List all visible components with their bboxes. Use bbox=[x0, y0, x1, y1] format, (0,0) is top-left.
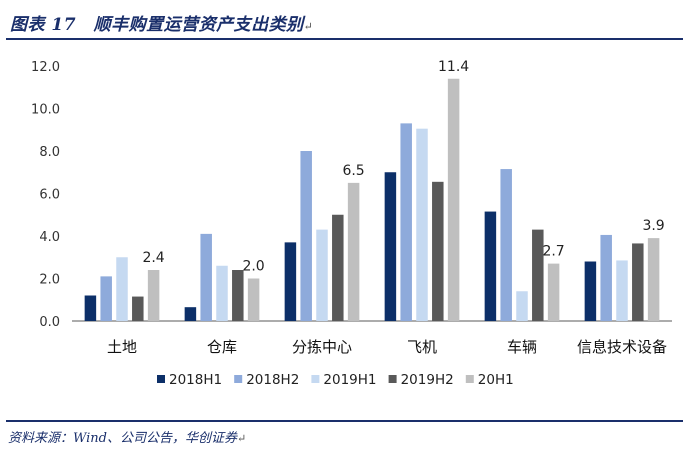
y-tick-label: 8.0 bbox=[39, 145, 60, 160]
bar-20h1-5 bbox=[647, 238, 660, 321]
x-tick-label: 飞机 bbox=[407, 338, 437, 356]
legend-swatch bbox=[465, 375, 474, 383]
x-tick-label: 分拣中心 bbox=[292, 338, 352, 356]
legend-label: 20H1 bbox=[478, 372, 514, 388]
bar-2018h2-2 bbox=[300, 151, 312, 321]
data-label: 2.0 bbox=[242, 259, 264, 275]
legend-label: 2019H2 bbox=[401, 372, 454, 388]
y-tick-label: 4.0 bbox=[39, 230, 60, 245]
source-paragraph-mark: ↵ bbox=[237, 432, 247, 445]
y-tick-label: 10.0 bbox=[31, 103, 60, 118]
bar-2019h1-3 bbox=[416, 128, 428, 321]
bar-2018h1-1 bbox=[184, 307, 197, 321]
legend-label: 2019H1 bbox=[323, 372, 376, 388]
title-bar: 图表 17 顺丰购置运营资产支出类别↵ bbox=[6, 4, 683, 40]
data-label: 3.9 bbox=[642, 218, 664, 234]
bar-2018h2-4 bbox=[500, 169, 512, 321]
bar-2019h2-1 bbox=[232, 270, 244, 321]
bar-20h1-2 bbox=[347, 182, 360, 321]
bar-2019h2-2 bbox=[332, 214, 344, 321]
x-tick-label: 车辆 bbox=[507, 338, 537, 356]
bar-2018h1-0 bbox=[84, 295, 97, 321]
legend-swatch bbox=[311, 375, 320, 383]
bar-20h1-3 bbox=[447, 78, 460, 321]
bar-2018h1-5 bbox=[584, 261, 597, 321]
bar-2019h1-2 bbox=[316, 229, 328, 321]
y-tick-label: 2.0 bbox=[39, 273, 60, 288]
source-rule bbox=[6, 420, 683, 422]
title-rule bbox=[6, 38, 683, 40]
paragraph-mark: ↵ bbox=[303, 20, 314, 33]
data-label: 6.5 bbox=[342, 163, 364, 179]
bar-2018h1-2 bbox=[284, 242, 297, 321]
bar-2019h1-4 bbox=[516, 291, 528, 321]
bar-2018h1-4 bbox=[484, 211, 497, 321]
bar-chart: 0.0 2.0 4.0 6.0 8.0 10.0 12.0 土地 仓库 分拣中心 飞机 车辆 信息技术设… bbox=[31, 59, 672, 388]
bar-20h1-0 bbox=[147, 270, 160, 321]
bar-2018h2-3 bbox=[400, 123, 412, 321]
y-tick-label: 6.0 bbox=[39, 188, 60, 203]
legend-swatch bbox=[157, 375, 165, 383]
legend-swatch bbox=[388, 375, 397, 383]
data-label: 2.4 bbox=[142, 250, 164, 266]
x-tick-label: 土地 bbox=[107, 338, 137, 356]
bar-20h1-4 bbox=[547, 263, 560, 321]
bar-2018h1-3 bbox=[384, 172, 397, 321]
bar-2019h2-0 bbox=[132, 296, 144, 321]
y-tick-label: 0.0 bbox=[39, 315, 60, 330]
x-tick-label: 信息技术设备 bbox=[577, 338, 667, 356]
bar-2019h2-4 bbox=[532, 229, 544, 321]
chart-title: 图表 17 顺丰购置运营资产支出类别↵ bbox=[10, 10, 313, 35]
legend-swatch bbox=[234, 375, 243, 383]
legend-label: 2018H1 bbox=[169, 372, 222, 388]
x-tick-label: 仓库 bbox=[207, 338, 237, 356]
bar-2018h2-1 bbox=[200, 233, 212, 321]
bar-2019h1-5 bbox=[616, 260, 628, 321]
bar-2019h2-3 bbox=[432, 181, 444, 321]
bar-20h1-1 bbox=[247, 278, 260, 321]
bar-2019h1-0 bbox=[116, 257, 128, 321]
bar-2018h2-0 bbox=[100, 276, 112, 321]
bar-2019h2-5 bbox=[632, 243, 644, 321]
data-label: 2.7 bbox=[542, 244, 564, 260]
chart-title-text: 图表 17 顺丰购置运营资产支出类别 bbox=[10, 15, 304, 35]
bar-2018h2-5 bbox=[600, 234, 612, 321]
source-note: 资料来源：Wind、公司公告，华创证券↵ bbox=[8, 427, 246, 446]
source-text: 资料来源：Wind、公司公告，华创证券 bbox=[8, 431, 237, 446]
legend-label: 2018H2 bbox=[246, 372, 299, 388]
y-tick-label: 12.0 bbox=[31, 60, 60, 75]
data-label: 11.4 bbox=[438, 59, 469, 75]
bar-2019h1-1 bbox=[216, 265, 228, 321]
